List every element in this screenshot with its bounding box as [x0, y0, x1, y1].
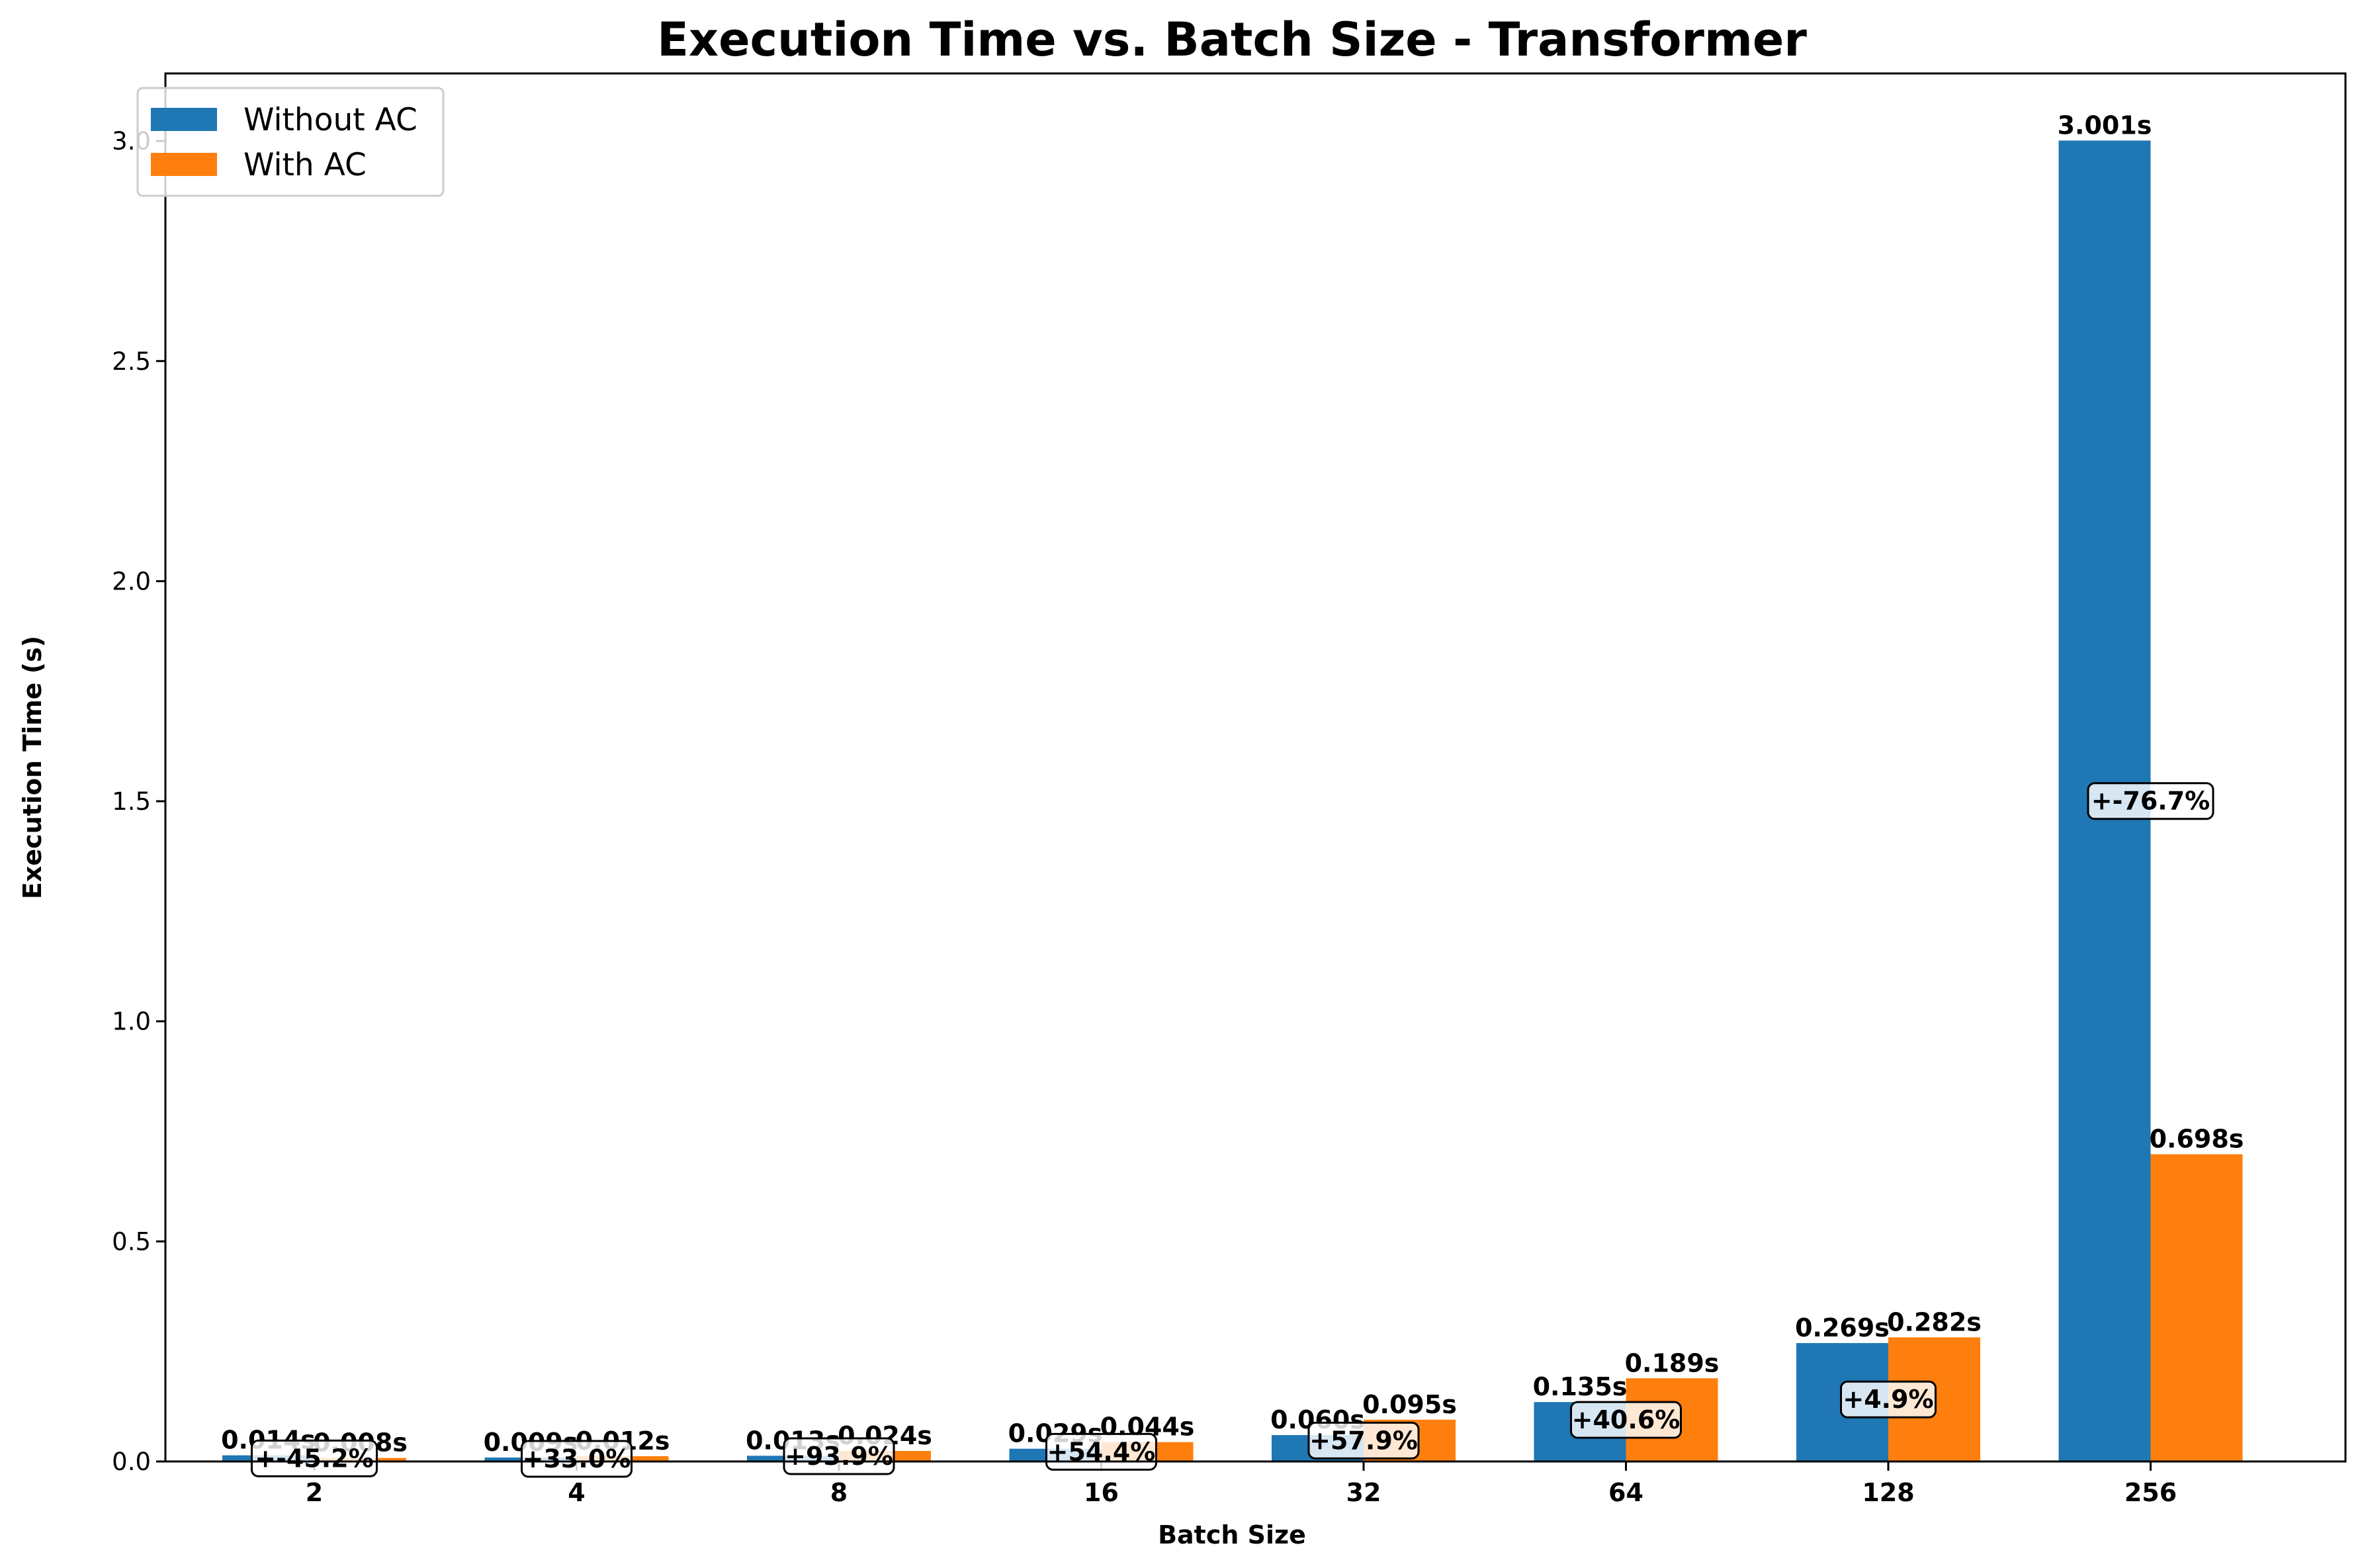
pct-annotation-label: +93.9%	[785, 1442, 893, 1471]
pct-annotation-128: +4.9%	[1840, 1380, 1937, 1418]
y-axis-label: Execution Time (s)	[18, 636, 47, 899]
x-tick-label-16: 16	[1084, 1478, 1119, 1507]
legend: Without AC With AC	[136, 87, 445, 197]
plot-frame	[164, 72, 2347, 1463]
pct-annotation-label: +-76.7%	[2091, 787, 2210, 816]
value-label-with-ac-64: 0.189s	[1625, 1348, 1720, 1377]
pct-annotation-label: +4.9%	[1843, 1385, 1933, 1414]
bar-with-ac-256	[2150, 1154, 2243, 1461]
value-label-with-ac-128: 0.282s	[1887, 1307, 1982, 1336]
pct-annotation-32: +57.9%	[1307, 1421, 1420, 1459]
x-tick-label-64: 64	[1608, 1478, 1643, 1507]
pct-annotation-label: +-45.2%	[255, 1444, 373, 1473]
value-label-without-ac-256: 3.001s	[2058, 110, 2152, 140]
y-tick-label-3: 1.5	[112, 787, 151, 816]
plot-area: 0.00.51.01.52.02.53.00.014s0.008s0.009s0…	[112, 110, 2244, 1507]
value-label-with-ac-256: 0.698s	[2150, 1125, 2244, 1154]
legend-label-with-ac: With AC	[243, 147, 367, 183]
chart-title: Execution Time vs. Batch Size - Transfor…	[657, 13, 1807, 67]
value-label-with-ac-32: 0.095s	[1362, 1390, 1457, 1419]
pct-annotation-4: +33.0%	[521, 1440, 633, 1478]
value-label-without-ac-64: 0.135s	[1533, 1372, 1628, 1401]
x-tick-label-32: 32	[1346, 1478, 1381, 1507]
x-tick-label-128: 128	[1862, 1478, 1914, 1507]
pct-annotation-box	[1570, 1401, 1682, 1439]
pct-annotation-box	[2087, 782, 2214, 820]
x-tick-label-2: 2	[306, 1478, 323, 1507]
x-tick-label-256: 256	[2124, 1478, 2177, 1507]
x-tick-label-8: 8	[830, 1478, 848, 1507]
pct-annotation-label: +33.0%	[523, 1444, 631, 1473]
y-tick-label-2: 1.0	[112, 1008, 151, 1036]
pct-annotation-label: +40.6%	[1572, 1405, 1681, 1434]
y-tick-label-4: 2.0	[112, 567, 151, 595]
legend-swatch-with-ac	[151, 153, 217, 176]
pct-annotation-box	[1307, 1421, 1420, 1459]
value-label-without-ac-128: 0.269s	[1795, 1313, 1890, 1342]
y-tick-label-0: 0.0	[112, 1448, 151, 1476]
pct-annotation-label: +57.9%	[1309, 1426, 1418, 1455]
pct-annotation-box	[521, 1440, 633, 1478]
pct-annotation-box	[1840, 1380, 1937, 1418]
legend-label-without-ac: Without AC	[243, 102, 417, 138]
pct-annotation-2: +-45.2%	[251, 1439, 378, 1477]
y-tick-label-1: 0.5	[112, 1227, 151, 1256]
pct-annotation-8: +93.9%	[783, 1437, 895, 1475]
pct-annotation-box	[783, 1437, 895, 1475]
pct-annotation-256: +-76.7%	[2087, 782, 2214, 820]
pct-annotation-64: +40.6%	[1570, 1401, 1682, 1439]
legend-swatch-without-ac	[151, 108, 217, 131]
x-axis-label: Batch Size	[1158, 1520, 1306, 1549]
pct-annotation-box	[251, 1439, 378, 1477]
x-tick-label-4: 4	[568, 1478, 585, 1507]
pct-annotation-16: +54.4%	[1045, 1432, 1157, 1471]
y-tick-label-5: 2.5	[112, 347, 151, 376]
